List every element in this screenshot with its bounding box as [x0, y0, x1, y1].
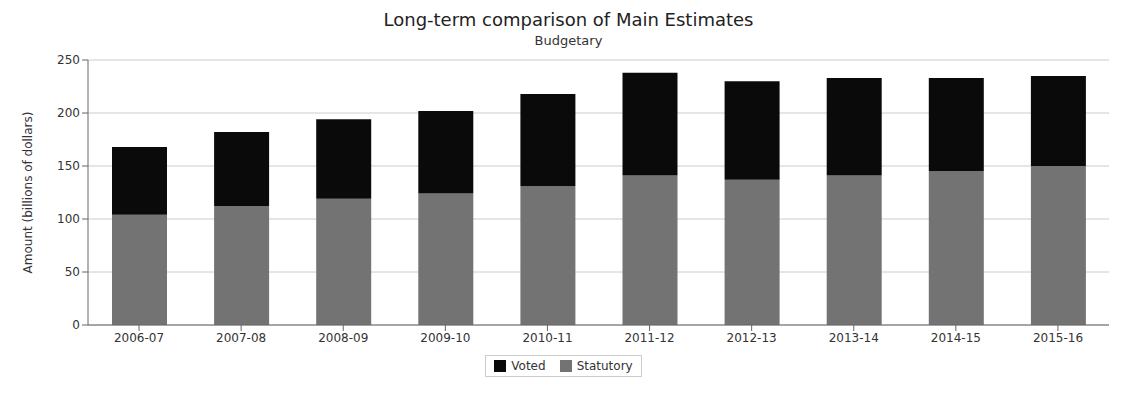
svg-text:2013-14: 2013-14: [829, 331, 879, 345]
svg-text:250: 250: [57, 53, 80, 67]
svg-text:50: 50: [65, 265, 80, 279]
svg-text:2015-16: 2015-16: [1033, 331, 1083, 345]
svg-text:Amount (billions of dollars): Amount (billions of dollars): [21, 112, 35, 274]
html-text:Long-term comparison of Main E: Long-term comparison of Main Estimates: [383, 9, 754, 30]
svg-text:200: 200: [57, 106, 80, 120]
svg-text:2014-15: 2014-15: [931, 331, 981, 345]
svg-text:2009-10: 2009-10: [420, 331, 470, 345]
svg-text:0: 0: [72, 318, 80, 332]
svg-text:2008-09: 2008-09: [318, 331, 368, 345]
svg-text:2011-12: 2011-12: [624, 331, 674, 345]
svg-text:2012-13: 2012-13: [727, 331, 777, 345]
svg-text:150: 150: [57, 159, 80, 173]
html-text:Budgetary: Budgetary: [534, 33, 603, 48]
html-text:Voted: Voted: [511, 359, 546, 373]
svg-text:2007-08: 2007-08: [216, 331, 266, 345]
svg-text:100: 100: [57, 212, 80, 226]
html-text:Statutory: Statutory: [576, 359, 633, 373]
svg-text:2006-07: 2006-07: [114, 331, 164, 345]
svg-text:2010-11: 2010-11: [522, 331, 572, 345]
